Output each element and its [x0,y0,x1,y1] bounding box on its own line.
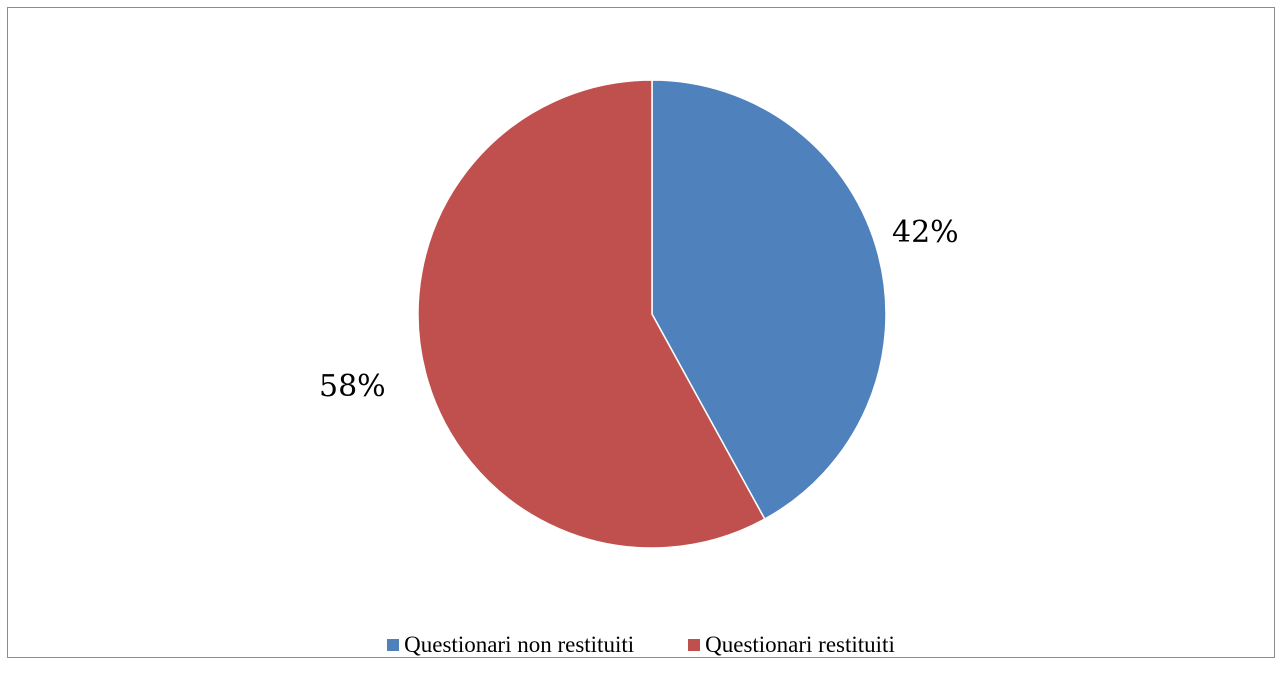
chart-area: 42% 58% Questionari non restituiti Quest… [7,7,1275,658]
legend-swatch-red [688,639,701,651]
pie-slice-non-restituiti [651,79,887,521]
legend-item-non-restituiti: Questionari non restituiti [387,632,634,658]
pie-slice-restituiti [417,79,766,549]
legend-label: Questionari non restituiti [404,632,635,657]
data-label-restituiti: 58% [319,369,386,404]
legend: Questionari non restituiti Questionari r… [8,632,1274,658]
pie-chart [417,79,887,549]
legend-swatch-blue [387,639,400,651]
legend-label: Questionari restituiti [705,632,895,657]
data-label-non-restituiti: 42% [892,215,959,250]
legend-item-restituiti: Questionari restituiti [688,632,895,658]
